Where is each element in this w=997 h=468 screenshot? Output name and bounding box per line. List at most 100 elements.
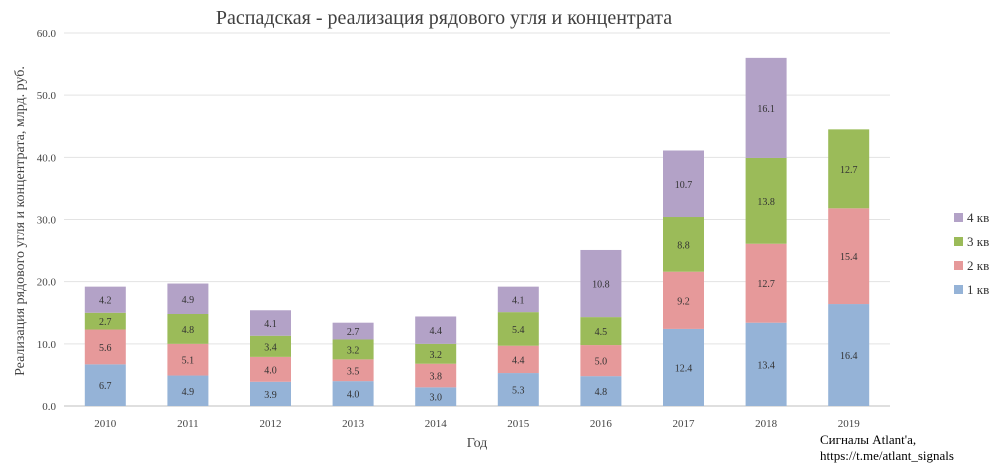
data-label: 4.4 (512, 355, 525, 366)
data-label: 3.5 (347, 366, 360, 377)
data-label: 5.4 (512, 325, 525, 336)
bar-segment (84, 312, 126, 330)
data-label: 16.1 (757, 104, 775, 115)
x-tick-label: 2010 (94, 418, 117, 430)
data-label: 6.7 (99, 381, 112, 392)
y-tick-label: 20.0 (37, 277, 57, 289)
data-label: 4.9 (182, 387, 195, 398)
bar-segment (250, 310, 291, 336)
data-label: 3.8 (429, 372, 442, 383)
bar-segment (250, 381, 291, 406)
y-tick-labels: 0.0 10.0 20.0 30.0 40.0 50.0 60.0 (37, 28, 57, 413)
bar-segment (663, 217, 704, 272)
data-label: 5.3 (512, 386, 525, 397)
bar-segment (415, 387, 457, 406)
bar-segment (84, 329, 126, 365)
bar-segment (332, 322, 374, 340)
data-label: 4.0 (347, 390, 360, 401)
x-tick-labels: 2010 2011 2012 2013 2014 2015 2016 2017 2018 2019 (94, 418, 860, 430)
y-tick-label: 40.0 (37, 152, 57, 164)
data-label: 4.9 (182, 295, 195, 306)
data-label: 15.4 (840, 252, 858, 263)
bar-segment (745, 57, 787, 158)
y-tick-label: 30.0 (37, 215, 57, 227)
bar-segment (828, 304, 870, 406)
y-tick-label: 60.0 (37, 28, 57, 40)
x-tick-label: 2018 (755, 418, 778, 430)
bar-segment (167, 283, 209, 314)
data-label: 13.4 (757, 360, 775, 371)
bar-segment (497, 286, 539, 313)
data-label: 3.0 (429, 393, 442, 404)
credit-line-2: https://t.me/atlant_signals (820, 448, 954, 463)
data-labels: 6.7 5.6 2.7 4.2 4.9 5.1 4.8 4.9 3.9 4.0 3.4 4.1 4.0 3… (99, 104, 857, 404)
x-tick-label: 2016 (590, 418, 613, 430)
y-tick-label: 50.0 (37, 90, 57, 102)
bars (84, 57, 870, 406)
bar-segment (332, 359, 374, 382)
bar-segment (663, 271, 704, 329)
data-label: 9.2 (677, 296, 690, 307)
x-tick-label: 2012 (260, 418, 282, 430)
bar-segment (580, 345, 622, 377)
chart-title: Распадская - реализация рядового угля и … (216, 7, 672, 29)
bar-segment (745, 243, 787, 323)
data-label: 4.4 (429, 326, 442, 337)
bar-segment (663, 150, 704, 218)
bar-segment (828, 129, 870, 209)
bar-segment (415, 363, 457, 388)
legend-label: 3 кв (967, 234, 989, 249)
x-tick-label: 2015 (507, 418, 530, 430)
data-label: 3.9 (264, 390, 277, 401)
data-label: 4.0 (264, 365, 277, 376)
data-label: 8.8 (677, 240, 690, 251)
x-tick-label: 2011 (177, 418, 199, 430)
data-label: 10.8 (592, 280, 610, 291)
data-label: 12.7 (840, 165, 858, 176)
bar-segment (167, 343, 209, 376)
bar-segment (580, 376, 622, 406)
data-label: 16.4 (840, 351, 858, 362)
legend-label: 1 кв (967, 282, 989, 297)
data-label: 4.2 (99, 296, 112, 307)
bar-segment (250, 356, 291, 382)
bar-segment (84, 364, 126, 406)
bar-segment (828, 208, 870, 305)
x-tick-label: 2013 (342, 418, 365, 430)
data-label: 5.6 (99, 343, 112, 354)
bar-segment (745, 322, 787, 406)
data-label: 3.4 (264, 342, 277, 353)
x-axis-label: Год (467, 436, 488, 451)
legend-label: 4 кв (967, 210, 989, 225)
legend: 4 кв 3 кв 2 кв 1 кв (954, 210, 989, 297)
data-label: 2.7 (347, 327, 360, 338)
data-label: 4.8 (182, 325, 195, 336)
bar-segment (332, 339, 374, 360)
data-label: 3.2 (429, 350, 442, 361)
bar-segment (415, 343, 457, 364)
data-label: 10.7 (675, 180, 693, 191)
y-tick-label: 10.0 (37, 339, 57, 351)
bar-segment (167, 313, 209, 344)
data-label: 4.8 (595, 387, 608, 398)
legend-swatch (954, 213, 963, 222)
legend-swatch (954, 261, 963, 270)
bar-segment (580, 317, 622, 346)
bar-segment (250, 335, 291, 357)
bar-segment (663, 328, 704, 406)
x-tick-label: 2017 (673, 418, 696, 430)
data-label: 12.7 (757, 279, 775, 290)
data-label: 3.2 (347, 345, 360, 356)
bar-segment (745, 157, 787, 244)
y-axis-label: Реализация рядового угля и концентрата, … (13, 66, 28, 376)
credit-line-1: Сигналы Atlant'a, (820, 432, 916, 447)
bar-segment (84, 286, 126, 313)
data-label: 4.5 (595, 327, 608, 338)
y-tick-label: 0.0 (42, 401, 56, 413)
x-tick-label: 2019 (838, 418, 861, 430)
data-label: 12.4 (675, 363, 693, 374)
bar-segment (497, 312, 539, 346)
data-label: 5.1 (182, 356, 195, 367)
data-label: 13.8 (757, 197, 775, 208)
